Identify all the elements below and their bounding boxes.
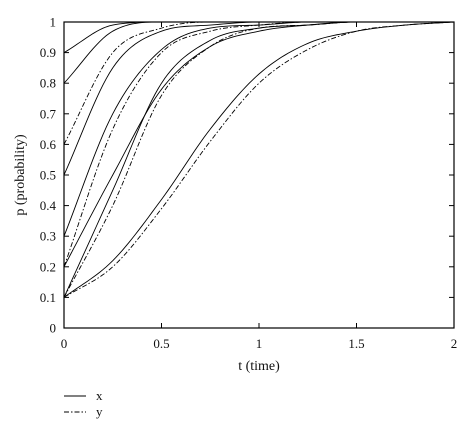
x-tick-label: 1.5 [348, 336, 364, 351]
series-2-line [63, 21, 454, 298]
y-tick-label: 0.6 [40, 137, 57, 152]
y-tick-label: 0.2 [40, 259, 56, 274]
legend: x y [64, 388, 103, 419]
y-tick-label: 0.1 [40, 290, 56, 305]
curves-layer [63, 21, 455, 298]
y-tick-label: 0.9 [40, 45, 56, 60]
x-tick-label: 0 [61, 336, 68, 351]
legend-label-y: y [96, 404, 103, 419]
x-axis: 0 0.5 1 1.5 2 [61, 22, 458, 351]
y-tick-label: 0.8 [40, 76, 56, 91]
legend-label-x: x [96, 388, 103, 403]
series-1-line [63, 21, 455, 298]
y-tick-label: 0 [50, 321, 57, 336]
y-tick-label: 1 [50, 15, 57, 30]
y-tick-label: 0.5 [40, 168, 56, 183]
series-5-line [63, 21, 454, 267]
series-7-line [63, 21, 454, 176]
series-3-line [63, 21, 454, 298]
y-tick-label: 0.3 [40, 229, 56, 244]
x-tick-label: 1 [256, 336, 263, 351]
series-4-line [63, 21, 454, 268]
x-tick-label: 2 [451, 336, 458, 351]
y-tick-label: 0.4 [40, 198, 57, 213]
y-axis: 0 0.1 0.2 0.3 0.4 0.5 0.6 0.7 0.8 0.9 1 [40, 15, 454, 336]
series-6-line [63, 21, 454, 237]
x-tick-label: 0.5 [153, 336, 169, 351]
plot-frame [63, 21, 455, 329]
series-0-line [63, 21, 455, 298]
series-8-line [63, 21, 454, 145]
y-axis-label: p (probability) [13, 134, 28, 216]
x-axis-label: t (time) [238, 359, 280, 374]
y-tick-label: 0.7 [40, 106, 57, 121]
